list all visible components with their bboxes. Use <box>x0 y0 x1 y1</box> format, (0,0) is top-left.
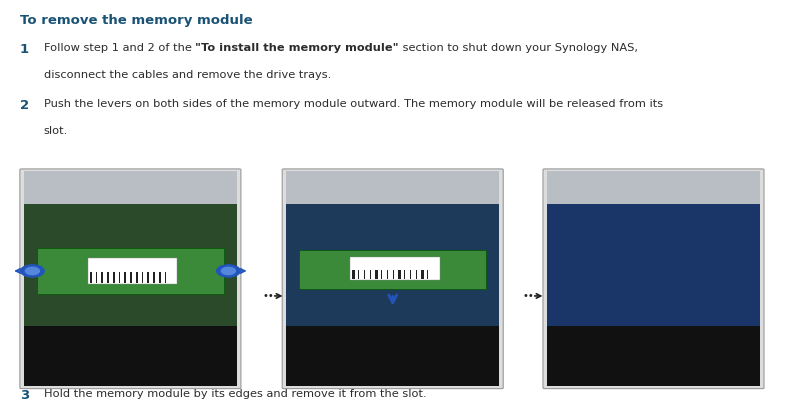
Bar <box>375 270 378 279</box>
Bar <box>102 272 103 282</box>
Bar <box>107 272 109 282</box>
Text: 2: 2 <box>20 99 29 112</box>
Bar <box>24 171 237 204</box>
Bar <box>124 272 126 282</box>
Text: Follow step 1 and 2 of the: Follow step 1 and 2 of the <box>44 43 196 53</box>
Text: ••: •• <box>262 291 273 301</box>
Bar <box>159 272 161 282</box>
Bar <box>37 248 224 294</box>
Bar <box>381 270 382 279</box>
Bar <box>352 270 355 279</box>
Bar <box>286 326 499 386</box>
Text: slot.: slot. <box>44 126 68 136</box>
Bar <box>118 272 120 282</box>
Bar <box>136 272 138 282</box>
Bar <box>416 270 417 279</box>
Text: Push the levers on both sides of the memory module outward. The memory module wi: Push the levers on both sides of the mem… <box>44 99 663 109</box>
Text: 1: 1 <box>20 43 29 56</box>
Bar <box>95 272 97 282</box>
FancyBboxPatch shape <box>282 169 503 389</box>
Bar <box>153 272 154 282</box>
Bar <box>24 204 237 326</box>
Text: disconnect the cables and remove the drive trays.: disconnect the cables and remove the dri… <box>44 70 331 80</box>
Bar <box>147 272 149 282</box>
Text: Hold the memory module by its edges and remove it from the slot.: Hold the memory module by its edges and … <box>44 389 426 399</box>
Bar <box>113 272 115 282</box>
Bar <box>142 272 143 282</box>
Bar <box>404 270 405 279</box>
Bar <box>87 259 177 284</box>
FancyBboxPatch shape <box>20 169 241 389</box>
Bar <box>358 270 359 279</box>
Bar <box>286 204 499 326</box>
Bar <box>350 257 440 280</box>
Bar <box>130 272 132 282</box>
Text: section to shut down your Synology NAS,: section to shut down your Synology NAS, <box>399 43 638 53</box>
FancyBboxPatch shape <box>543 169 764 389</box>
Bar <box>24 326 237 386</box>
Bar <box>427 270 429 279</box>
Bar <box>299 250 487 289</box>
Circle shape <box>25 267 40 275</box>
Text: "To install the memory module": "To install the memory module" <box>196 43 399 53</box>
Bar <box>421 270 424 279</box>
Bar <box>547 204 760 326</box>
Bar <box>409 270 411 279</box>
Text: 3: 3 <box>20 389 29 402</box>
Circle shape <box>21 265 44 277</box>
Bar <box>286 171 499 204</box>
Bar <box>90 272 92 282</box>
Circle shape <box>217 265 240 277</box>
Text: To remove the memory module: To remove the memory module <box>20 14 253 27</box>
Bar <box>547 326 760 386</box>
Bar <box>386 270 388 279</box>
Bar <box>393 270 394 279</box>
Bar <box>364 270 365 279</box>
Bar <box>370 270 371 279</box>
Circle shape <box>221 267 235 275</box>
Bar <box>165 272 166 282</box>
Bar <box>547 171 760 204</box>
Text: ••: •• <box>522 291 533 301</box>
Bar <box>398 270 401 279</box>
